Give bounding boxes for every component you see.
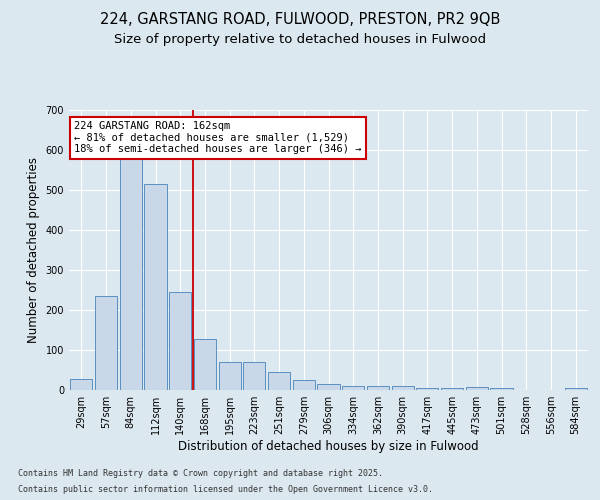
Bar <box>342 386 364 390</box>
Bar <box>119 158 142 390</box>
Text: Contains HM Land Registry data © Crown copyright and database right 2025.: Contains HM Land Registry data © Crown c… <box>18 468 383 477</box>
Bar <box>416 388 439 390</box>
Bar <box>169 292 191 390</box>
Text: 224 GARSTANG ROAD: 162sqm
← 81% of detached houses are smaller (1,529)
18% of se: 224 GARSTANG ROAD: 162sqm ← 81% of detac… <box>74 121 362 154</box>
Bar <box>466 387 488 390</box>
Bar <box>565 388 587 390</box>
Bar <box>490 388 512 390</box>
Text: 224, GARSTANG ROAD, FULWOOD, PRESTON, PR2 9QB: 224, GARSTANG ROAD, FULWOOD, PRESTON, PR… <box>100 12 500 28</box>
Y-axis label: Number of detached properties: Number of detached properties <box>27 157 40 343</box>
Bar <box>441 388 463 390</box>
Bar <box>243 362 265 390</box>
Text: Contains public sector information licensed under the Open Government Licence v3: Contains public sector information licen… <box>18 485 433 494</box>
Bar <box>95 296 117 390</box>
Bar <box>194 339 216 390</box>
Text: Size of property relative to detached houses in Fulwood: Size of property relative to detached ho… <box>114 32 486 46</box>
Bar <box>317 384 340 390</box>
Bar <box>367 386 389 390</box>
Bar <box>145 184 167 390</box>
Bar <box>293 380 315 390</box>
X-axis label: Distribution of detached houses by size in Fulwood: Distribution of detached houses by size … <box>178 440 479 453</box>
Bar <box>218 362 241 390</box>
Bar <box>392 386 414 390</box>
Bar <box>70 379 92 390</box>
Bar <box>268 372 290 390</box>
